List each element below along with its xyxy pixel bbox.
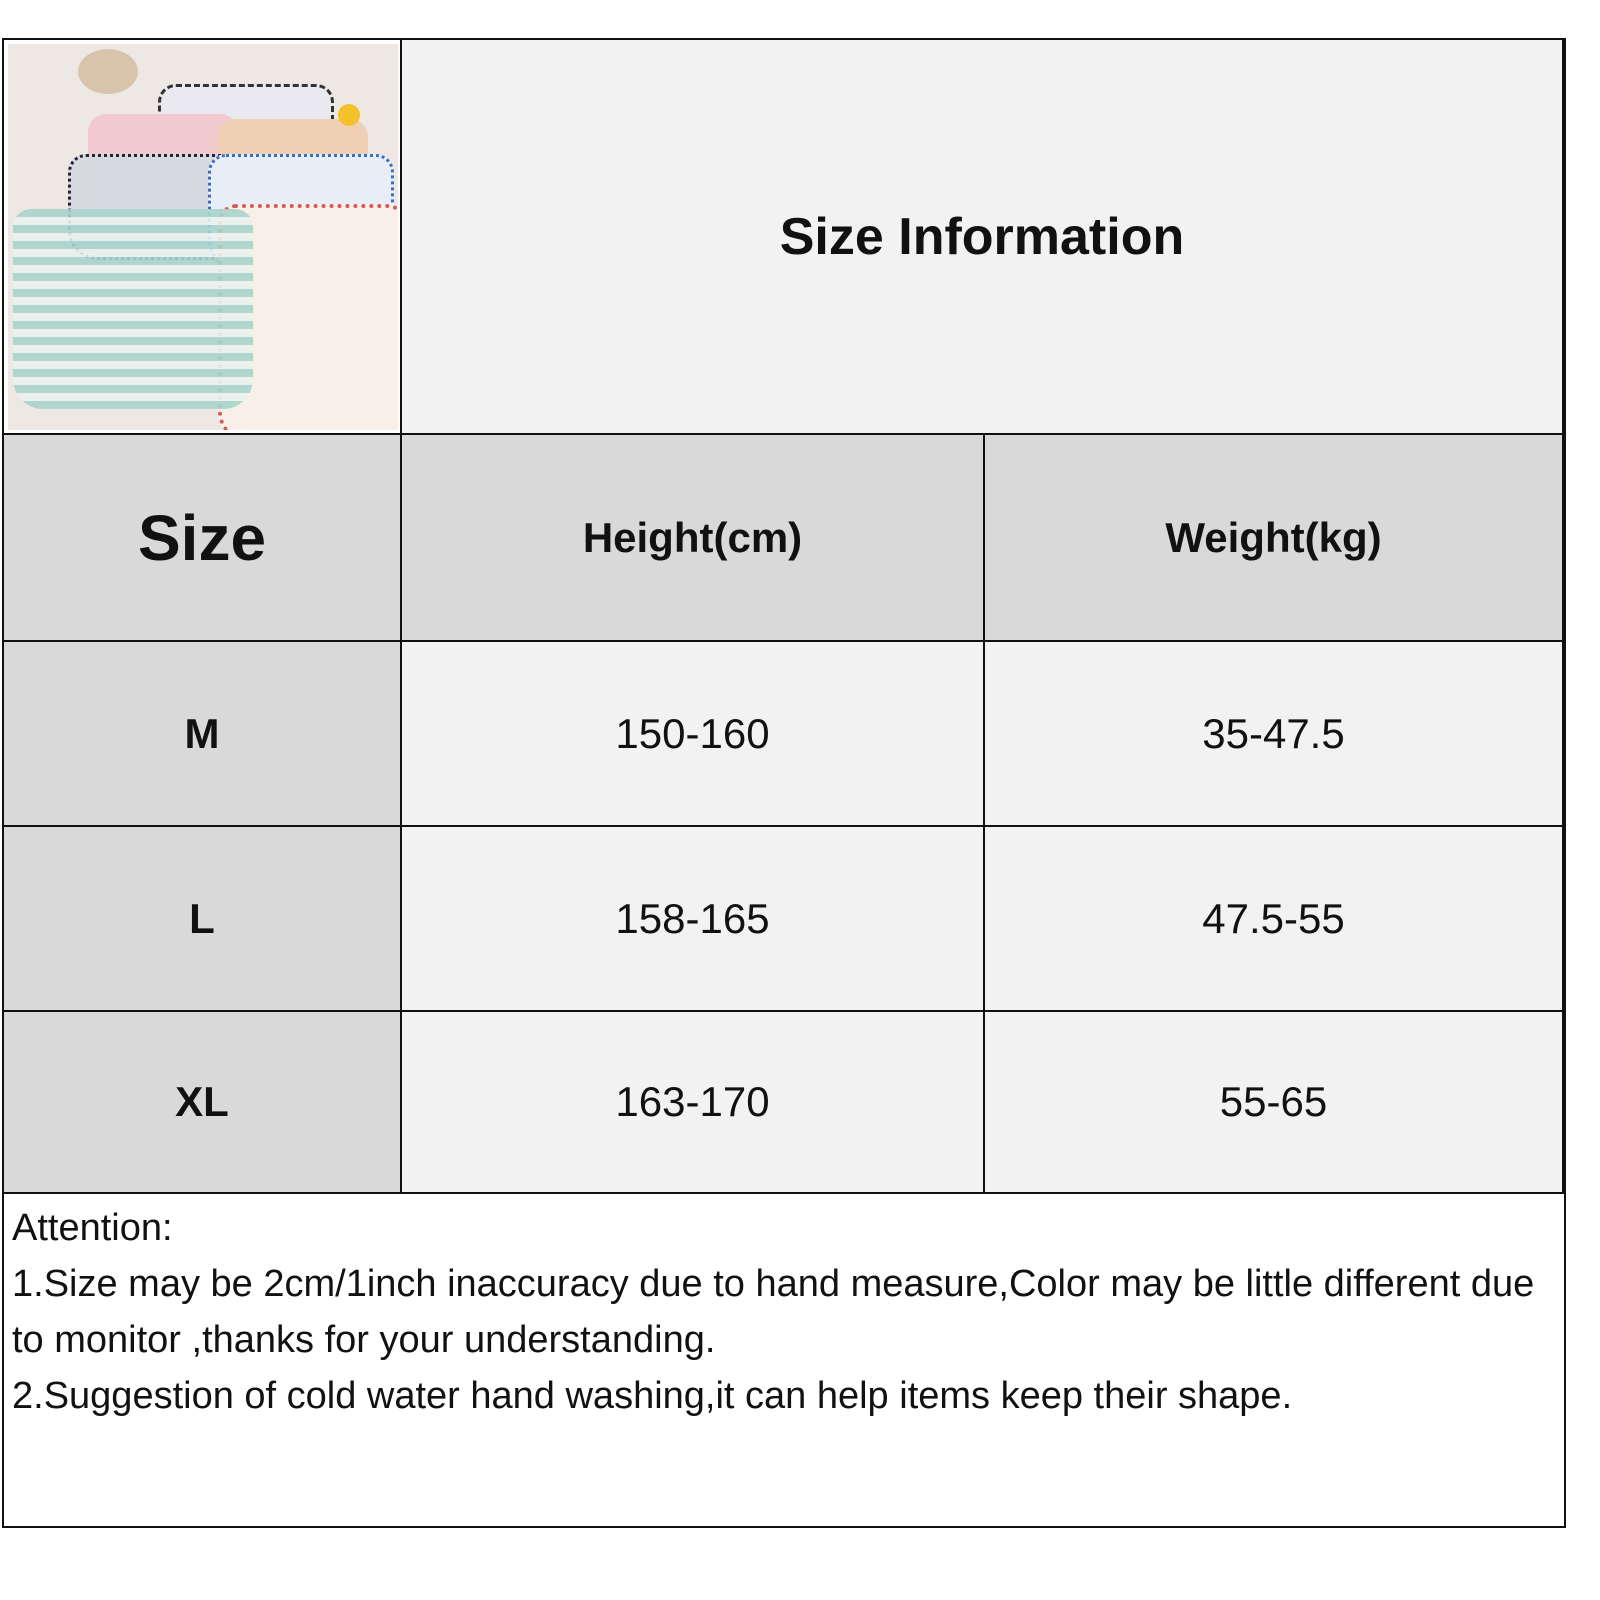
weight-value: 55-65 xyxy=(1219,1078,1328,1125)
size-label: L xyxy=(189,894,215,942)
header-weight: Weight(kg) xyxy=(985,435,1564,642)
size-chart: Size Information Size Height(cm) Weight(… xyxy=(2,38,1566,1528)
page-title: Size Information xyxy=(779,207,1185,266)
table-row-l-height: 158-165 xyxy=(402,827,985,1012)
header-height: Height(cm) xyxy=(402,435,985,642)
attention-notes: Attention: 1.Size may be 2cm/1inch inacc… xyxy=(4,1194,1564,1430)
title-cell: Size Information xyxy=(402,40,1564,435)
header-size-label: Size xyxy=(137,501,267,574)
height-value: 158-165 xyxy=(615,894,770,942)
header-size: Size xyxy=(4,435,402,642)
weight-value: 47.5-55 xyxy=(1202,894,1345,942)
table-row-xl-size: XL xyxy=(4,1012,402,1194)
note-1: 1.Size may be 2cm/1inch inaccuracy due t… xyxy=(12,1263,1545,1361)
height-value: 150-160 xyxy=(615,709,770,757)
size-label: XL xyxy=(175,1078,229,1125)
header-weight-label: Weight(kg) xyxy=(1165,513,1382,561)
table-row-l-weight: 47.5-55 xyxy=(985,827,1564,1012)
table-row-xl-weight: 55-65 xyxy=(985,1012,1564,1194)
header-height-label: Height(cm) xyxy=(582,513,803,561)
size-label: M xyxy=(184,709,220,757)
weight-value: 35-47.5 xyxy=(1202,709,1345,757)
table-row-l-size: L xyxy=(4,827,402,1012)
product-photo xyxy=(8,44,398,430)
height-value: 163-170 xyxy=(615,1078,770,1125)
table-row-m-weight: 35-47.5 xyxy=(985,642,1564,827)
table-row-m-size: M xyxy=(4,642,402,827)
note-2: 2.Suggestion of cold water hand washing,… xyxy=(12,1375,1293,1417)
table-row-xl-height: 163-170 xyxy=(402,1012,985,1194)
product-photo-cell xyxy=(4,40,402,435)
notes-heading: Attention: xyxy=(12,1207,173,1249)
table-row-m-height: 150-160 xyxy=(402,642,985,827)
